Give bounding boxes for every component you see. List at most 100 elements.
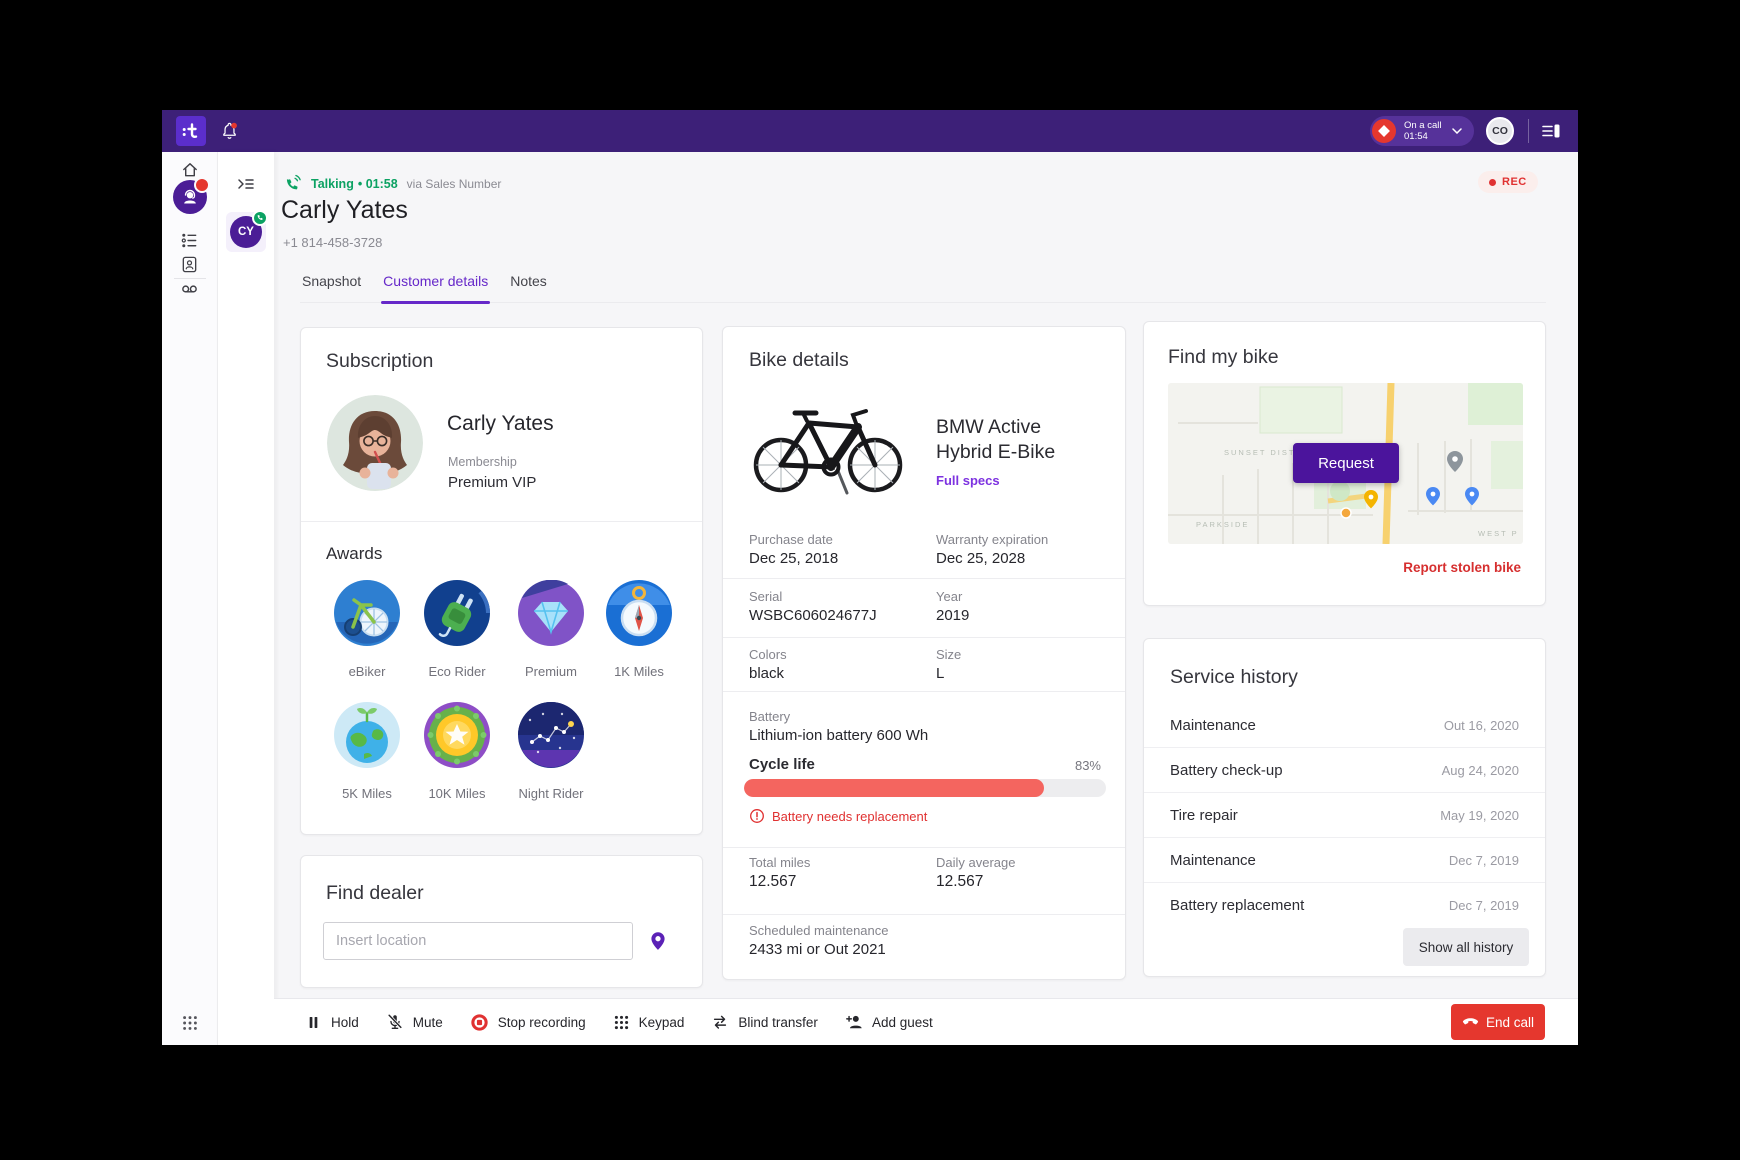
location-input[interactable] [323, 922, 633, 960]
sidebar-item-activity[interactable] [172, 228, 208, 252]
mute-button[interactable]: Mute [386, 1013, 443, 1031]
service-history-row: Battery replacement Dec 7, 2019 [1144, 883, 1545, 927]
award-item: 10K Miles [418, 702, 496, 801]
report-stolen-bike-link[interactable]: Report stolen bike [1403, 560, 1521, 575]
membership-value: Premium VIP [448, 474, 537, 491]
tab-snapshot[interactable]: Snapshot [302, 273, 362, 289]
warning-icon [750, 809, 764, 823]
end-call-label: End call [1485, 1014, 1535, 1030]
call-state: Talking [311, 176, 354, 191]
sidebar-item-home[interactable] [172, 158, 208, 182]
total-miles-value: 12.567 [749, 873, 797, 890]
bike-image [743, 391, 913, 499]
call-controls-bar: Hold Mute Stop recording [274, 998, 1578, 1045]
card-divider [723, 578, 1125, 579]
apps-grid-button[interactable] [178, 1011, 202, 1035]
map-dot-orange-icon [1340, 507, 1352, 519]
call-duration: • 01:58 [357, 176, 398, 191]
warranty-label: Warranty expiration [936, 532, 1049, 547]
service-history-row: Battery check-up Aug 24, 2020 [1144, 748, 1545, 793]
night-rider-badge-icon [518, 702, 584, 768]
award-item: eBiker [328, 580, 406, 679]
purchase-date-value: Dec 25, 2018 [749, 550, 839, 567]
home-icon [182, 163, 197, 177]
card-divider [723, 847, 1125, 848]
award-label: 10K Miles [428, 786, 486, 801]
conversation-list-item[interactable]: CY [226, 210, 268, 252]
award-item: 5K Miles [328, 702, 406, 801]
phone-talking-icon [286, 174, 301, 190]
topbar-divider [1528, 119, 1529, 143]
contact-card-icon [182, 256, 197, 272]
year-value: 2019 [936, 607, 970, 624]
service-name: Maintenance [1170, 716, 1256, 734]
bike-model: BMW Active Hybrid E-Bike [936, 416, 1056, 463]
card-divider [723, 637, 1125, 638]
cycle-life-label: Cycle life [749, 756, 815, 773]
serial-value: WSBC606024677J [749, 607, 877, 624]
full-specs-link[interactable]: Full specs [936, 473, 1000, 488]
map-pin-gray-icon [1447, 451, 1463, 472]
hold-button[interactable]: Hold [305, 1014, 359, 1031]
expand-panel-button[interactable] [235, 174, 257, 194]
scheduled-maintenance-value: 2433 mi or Out 2021 [749, 941, 886, 958]
award-label: 5K Miles [342, 786, 392, 801]
find-dealer-card: Find dealer [300, 855, 703, 988]
warranty-value: Dec 25, 2028 [936, 550, 1026, 567]
battery-warning: Battery needs replacement [749, 808, 927, 824]
sidebar-item-conversations[interactable] [173, 177, 210, 214]
locate-button[interactable] [647, 930, 669, 952]
show-all-history-button[interactable]: Show all history [1403, 928, 1529, 966]
service-date: May 19, 2020 [1440, 807, 1519, 823]
card-divider [723, 691, 1125, 692]
recording-diamond-icon [1372, 119, 1396, 143]
service-date: Out 16, 2020 [1443, 717, 1519, 733]
1k-miles-badge-icon [606, 580, 672, 646]
map-pin-yellow-icon [1364, 490, 1378, 509]
call-status-pill[interactable]: On a call 01:54 [1370, 116, 1474, 146]
blind-transfer-button[interactable]: Blind transfer [711, 1013, 818, 1031]
service-date: Aug 24, 2020 [1441, 762, 1519, 778]
award-label: Eco Rider [428, 664, 486, 679]
subscription-card: Subscription Carly Yates Member [300, 327, 703, 835]
card-divider [723, 914, 1125, 915]
colors-value: black [749, 665, 785, 682]
add-guest-button[interactable]: Add guest [845, 1013, 933, 1031]
customer-photo [327, 395, 423, 491]
cycle-life-bar [744, 779, 1106, 797]
map-label-west: WEST P [1478, 529, 1519, 538]
battery-label: Battery [749, 709, 791, 724]
service-name: Battery check-up [1170, 761, 1283, 779]
sidebar-item-voicemail[interactable] [172, 276, 208, 300]
total-miles-label: Total miles [749, 855, 811, 870]
ebiker-badge-icon [334, 580, 400, 646]
awards-title: Awards [326, 544, 383, 563]
stop-recording-button[interactable]: Stop recording [470, 1013, 586, 1032]
end-call-button[interactable]: End call [1451, 1004, 1545, 1040]
subscription-customer-name: Carly Yates [447, 412, 554, 435]
5k-miles-badge-icon [334, 702, 400, 768]
conversation-avatar: CY [230, 216, 262, 248]
award-item: Night Rider [512, 702, 590, 801]
chevron-down-icon [1451, 128, 1462, 134]
panel-toggle-button[interactable] [1542, 124, 1560, 138]
contact-phone: +1 814-458-3728 [283, 235, 383, 250]
tab-notes[interactable]: Notes [510, 273, 547, 289]
notifications-button[interactable] [220, 122, 239, 141]
bike-details-card: Bike details [722, 326, 1126, 980]
scheduled-maintenance-label: Scheduled maintenance [749, 923, 889, 938]
request-button[interactable]: Request [1293, 443, 1399, 483]
keypad-button[interactable]: Keypad [613, 1014, 684, 1031]
award-item: Premium [512, 579, 590, 679]
tab-customer-details[interactable]: Customer details [381, 269, 491, 304]
subscription-title: Subscription [326, 350, 434, 372]
sidebar-item-contacts[interactable] [172, 252, 208, 276]
service-history-row: Maintenance Dec 7, 2019 [1144, 838, 1545, 883]
user-avatar[interactable]: CO [1486, 117, 1514, 145]
service-name: Battery replacement [1170, 896, 1305, 914]
mic-off-icon [387, 1014, 402, 1029]
app-window: On a call 01:54 CO [162, 110, 1578, 1045]
app-logo[interactable] [176, 116, 206, 146]
location-pin-icon [651, 932, 665, 950]
notification-badge [194, 177, 210, 193]
